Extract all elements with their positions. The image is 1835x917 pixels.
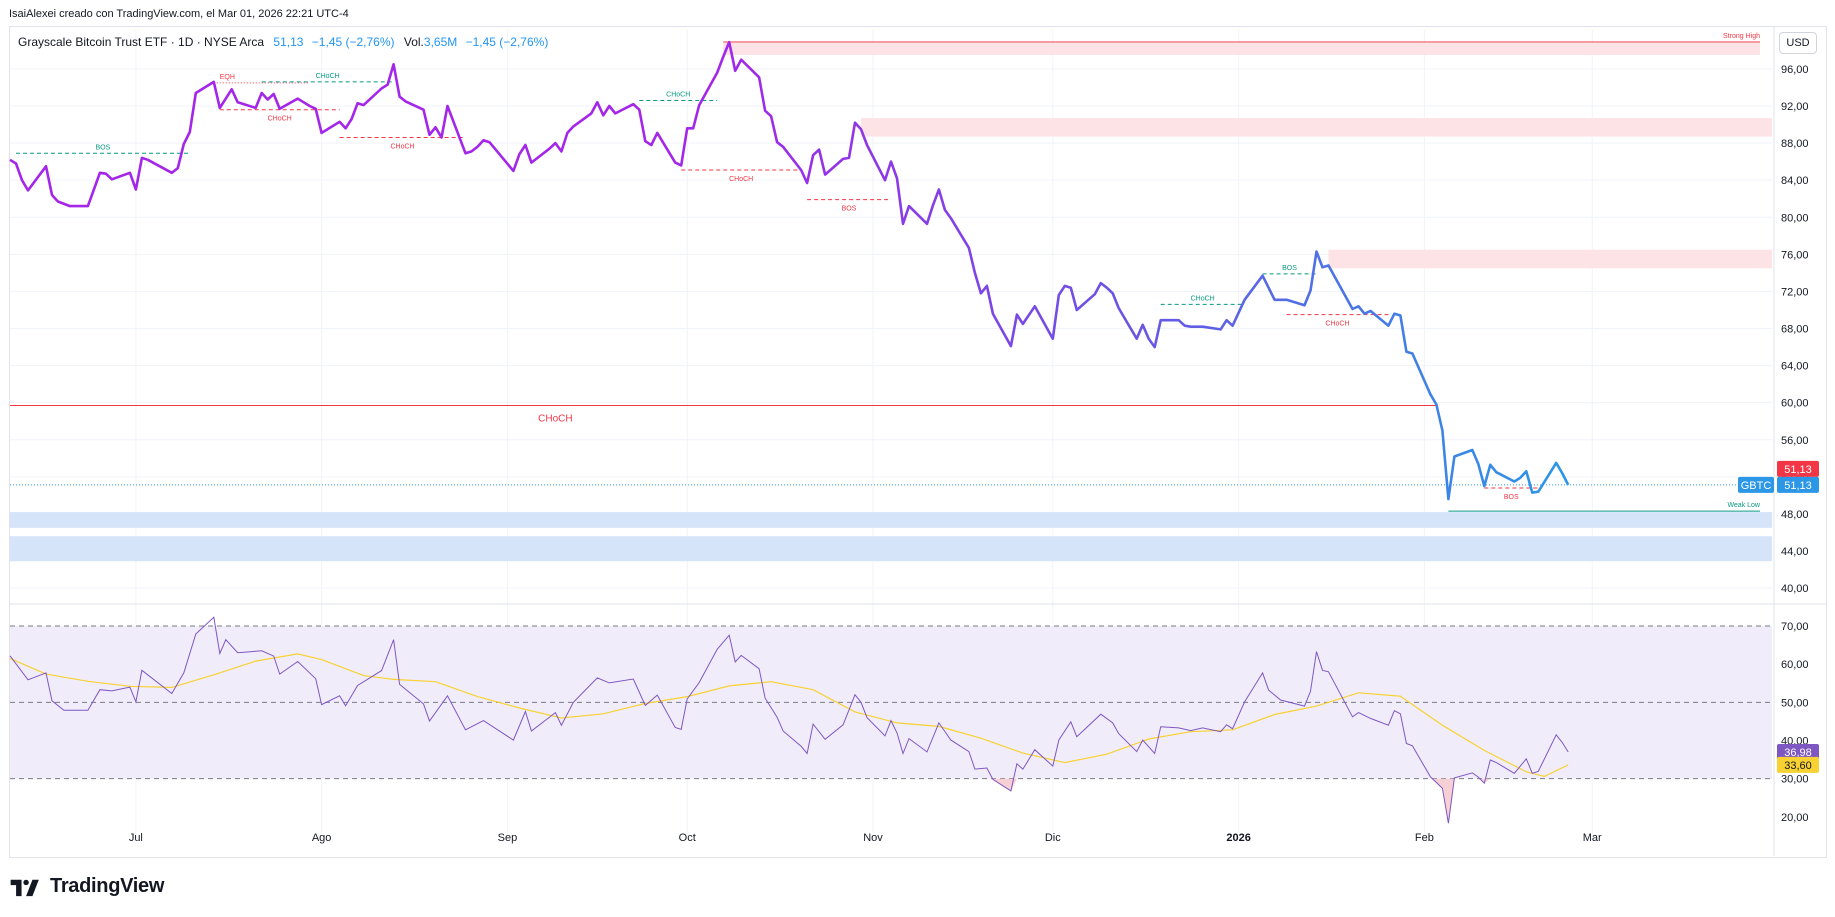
x-tick-label: Sep	[498, 832, 518, 844]
tradingview-logo-icon	[10, 879, 39, 896]
supply-zone	[861, 118, 1772, 137]
rsi-ma-value-tag-text: 33,60	[1784, 760, 1812, 772]
rsi-tick-label: 20,00	[1781, 812, 1809, 824]
demand-zone	[10, 512, 1772, 528]
y-tick-label: 76,00	[1781, 249, 1809, 261]
chart-legend: Grayscale Bitcoin Trust ETF · 1D · NYSE …	[18, 35, 548, 49]
structure-levels: Strong High Weak Low CHoCH BOS EQH CHoCH CHoCH…	[10, 33, 1772, 512]
level-label: Strong High	[1723, 33, 1760, 40]
x-tick-label: Nov	[863, 832, 883, 844]
price-line	[9, 40, 1570, 501]
last-price-tag	[1777, 476, 1819, 493]
level-label: CHoCH	[1325, 321, 1349, 328]
y-tick-label: 72,00	[1781, 286, 1809, 298]
symbol-tag	[1738, 476, 1774, 493]
bearish-price-tag-text: 51,13	[1784, 464, 1812, 476]
level-label: EQH	[220, 74, 235, 81]
symbol-tag-text: GBTC	[1741, 480, 1772, 492]
x-tick-label: Mar	[1583, 832, 1602, 844]
level-label: BOS	[842, 206, 857, 213]
price-series	[9, 40, 1570, 501]
x-tick-label: Oct	[679, 832, 696, 844]
y-tick-label: 96,00	[1781, 64, 1809, 76]
level-label: CHoCH	[666, 91, 690, 98]
level-label: CHoCH	[390, 144, 414, 151]
rsi-ma-value-tag	[1777, 756, 1819, 773]
y-tick-label: 84,00	[1781, 175, 1809, 187]
currency-button[interactable]: USD	[1779, 32, 1817, 54]
rsi-tick-label: 50,00	[1781, 697, 1809, 709]
level-label: CHoCH	[316, 73, 340, 80]
y-tick-label: 88,00	[1781, 138, 1809, 150]
tradingview-brand[interactable]: TradingView	[10, 875, 164, 898]
supply-zone	[1328, 249, 1772, 269]
x-tick-label: Dic	[1045, 832, 1061, 844]
y-tick-label: 48,00	[1781, 509, 1809, 521]
last-price-tag-text: 51,13	[1784, 480, 1812, 492]
demand-zone	[10, 536, 1772, 562]
level-label: CHoCH	[1191, 295, 1215, 302]
volume-value: 3,65M	[423, 35, 458, 49]
y-tick-label: 56,00	[1781, 435, 1809, 447]
symbol-title: Grayscale Bitcoin Trust ETF · 1D · NYSE …	[18, 35, 265, 49]
bearish-price-tag	[1777, 460, 1819, 477]
price-change: −1,45 (−2,76%)	[311, 35, 395, 49]
y-tick-label: 92,00	[1781, 101, 1809, 113]
y-tick-label: 44,00	[1781, 546, 1809, 558]
last-price: 51,13	[273, 35, 304, 49]
level-label: CHoCH	[538, 413, 572, 424]
rsi-oversold-fill	[986, 778, 1491, 824]
rsi-value-tag	[1777, 744, 1819, 761]
volume-label: Vol.	[403, 35, 424, 49]
level-label: Weak Low	[1727, 502, 1760, 509]
tradingview-wordmark: TradingView	[50, 875, 165, 897]
chart-frame[interactable]	[9, 26, 1827, 858]
x-tick-label: 2026	[1226, 832, 1250, 844]
rsi-line	[9, 616, 1569, 824]
chart-credit: IsaiAlexei creado con TradingView.com, e…	[9, 8, 349, 20]
level-label: CHoCH	[729, 176, 753, 183]
rsi-value-tag-text: 36,98	[1784, 747, 1812, 759]
y-tick-label: 80,00	[1781, 212, 1809, 224]
y-tick-label: 68,00	[1781, 324, 1809, 336]
level-label: BOS	[1282, 265, 1297, 272]
level-label: BOS	[95, 144, 110, 151]
rsi-tick-label: 70,00	[1781, 621, 1809, 633]
supply-zone	[723, 42, 1761, 56]
rsi-tick-label: 60,00	[1781, 659, 1809, 671]
x-tick-label: Ago	[312, 832, 332, 844]
y-tick-label: 60,00	[1781, 398, 1809, 410]
order-block-zones	[10, 42, 1772, 562]
level-label: BOS	[1504, 494, 1519, 501]
y-tick-label: 40,00	[1781, 583, 1809, 595]
level-label: CHoCH	[268, 116, 292, 123]
y-tick-label: 64,00	[1781, 361, 1809, 373]
rsi-ma-line	[9, 653, 1569, 778]
x-tick-label: Feb	[1415, 832, 1434, 844]
rsi-tick-label: 30,00	[1781, 774, 1809, 786]
volume-change: −1,45 (−2,76%)	[465, 35, 549, 49]
x-tick-label: Jul	[129, 832, 143, 844]
axes: Jul Ago Sep Oct Nov Dic 2026 Feb Mar 40,00 44,00 48…	[10, 26, 1826, 856]
rsi-pane	[9, 616, 1772, 824]
